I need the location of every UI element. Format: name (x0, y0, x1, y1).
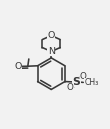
Text: CH₃: CH₃ (85, 78, 99, 87)
Text: S: S (73, 77, 80, 87)
Text: O: O (66, 83, 73, 92)
Text: O: O (80, 72, 87, 81)
Text: O: O (14, 62, 22, 71)
Text: O: O (48, 31, 55, 40)
Text: N: N (48, 47, 55, 56)
